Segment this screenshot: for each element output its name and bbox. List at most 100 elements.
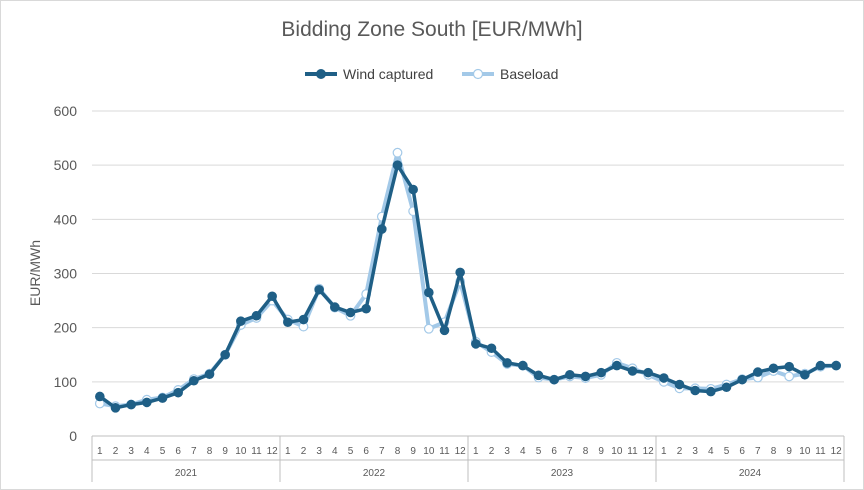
month-tick-label: 11 bbox=[439, 446, 450, 457]
month-tick-label: 10 bbox=[799, 446, 811, 457]
month-tick-label: 4 bbox=[144, 446, 150, 457]
data-point bbox=[706, 386, 716, 397]
month-tick-label: 3 bbox=[692, 446, 698, 457]
month-tick-label: 1 bbox=[285, 446, 291, 457]
month-tick-label: 7 bbox=[755, 446, 761, 457]
year-tick-label: 2023 bbox=[551, 468, 574, 479]
x-axis: 1 2 3 4 5 6 7 8 9 10 11 12 1 2 3 4 5 6 7 8 9 10 11 12 1 2 3 4 5 6 7 8 9 1… bbox=[91, 435, 845, 482]
data-point bbox=[455, 267, 465, 278]
year-tick-label: 2022 bbox=[363, 468, 386, 479]
data-point bbox=[831, 360, 841, 371]
y-tick-label: 300 bbox=[54, 266, 78, 282]
legend-label-baseload: Baseload bbox=[500, 66, 558, 82]
year-tick-label: 2024 bbox=[739, 468, 762, 479]
month-tick-label: 2 bbox=[301, 446, 307, 457]
legend-marker-wind bbox=[316, 69, 326, 79]
month-tick-label: 7 bbox=[191, 446, 197, 457]
data-point bbox=[800, 369, 810, 380]
month-tick-label: 1 bbox=[97, 446, 103, 457]
data-point bbox=[345, 307, 356, 318]
month-tick-label: 9 bbox=[786, 446, 792, 457]
month-tick-label: 11 bbox=[251, 446, 262, 457]
month-tick-label: 5 bbox=[536, 446, 542, 457]
data-point bbox=[392, 147, 403, 158]
gridlines bbox=[92, 110, 844, 383]
month-tick-label: 3 bbox=[504, 446, 510, 457]
data-point bbox=[815, 360, 826, 371]
y-axis-title: EUR/MWh bbox=[27, 240, 43, 306]
data-point bbox=[737, 374, 747, 385]
month-tick-label: 10 bbox=[235, 446, 247, 457]
data-point bbox=[439, 325, 450, 336]
series-lines bbox=[94, 147, 842, 413]
month-tick-label: 12 bbox=[831, 446, 843, 457]
data-point bbox=[298, 314, 309, 325]
month-tick-label: 6 bbox=[551, 446, 557, 457]
month-tick-label: 3 bbox=[316, 446, 322, 457]
data-point bbox=[204, 369, 215, 380]
data-point bbox=[330, 302, 340, 312]
data-point bbox=[659, 373, 669, 383]
month-tick-label: 1 bbox=[473, 446, 479, 457]
month-tick-label: 2 bbox=[489, 446, 495, 457]
y-tick-label: 500 bbox=[54, 157, 78, 173]
month-tick-label: 12 bbox=[455, 446, 467, 457]
data-point bbox=[189, 375, 199, 386]
data-point bbox=[518, 360, 528, 371]
month-tick-label: 5 bbox=[724, 446, 730, 457]
month-tick-label: 10 bbox=[423, 446, 435, 457]
month-tick-label: 1 bbox=[661, 446, 667, 457]
data-point bbox=[580, 371, 591, 382]
y-tick-label: 400 bbox=[54, 211, 78, 227]
month-tick-label: 3 bbox=[128, 446, 134, 457]
data-point bbox=[784, 371, 795, 382]
data-point bbox=[784, 361, 794, 372]
data-point bbox=[95, 391, 105, 402]
data-point bbox=[236, 316, 246, 326]
data-point bbox=[220, 349, 230, 360]
series-wind-captured bbox=[95, 160, 841, 413]
data-point bbox=[283, 317, 293, 328]
month-tick-label: 12 bbox=[643, 446, 655, 457]
data-point bbox=[627, 366, 638, 376]
month-tick-label: 9 bbox=[598, 446, 604, 457]
month-tick-label: 2 bbox=[113, 446, 119, 457]
data-point bbox=[408, 184, 418, 195]
data-point bbox=[471, 339, 481, 349]
y-tick-label: 100 bbox=[54, 374, 78, 390]
month-tick-label: 4 bbox=[708, 446, 714, 457]
month-tick-label: 6 bbox=[175, 446, 181, 457]
data-point bbox=[565, 369, 575, 380]
data-point bbox=[377, 224, 387, 234]
month-tick-label: 8 bbox=[207, 446, 213, 457]
month-tick-label: 11 bbox=[627, 446, 638, 457]
data-point bbox=[596, 367, 606, 378]
data-point bbox=[674, 379, 685, 390]
data-point bbox=[361, 303, 371, 314]
month-tick-label: 4 bbox=[332, 446, 338, 457]
data-point bbox=[126, 399, 136, 410]
month-tick-label: 8 bbox=[395, 446, 401, 457]
y-axis: 0 100 200 300 400 500 600 bbox=[54, 103, 78, 444]
year-tick-label: 2021 bbox=[175, 468, 198, 479]
month-tick-label: 5 bbox=[348, 446, 354, 457]
month-tick-label: 12 bbox=[267, 446, 279, 457]
series-line bbox=[99, 150, 837, 409]
data-point bbox=[392, 160, 403, 170]
data-point bbox=[533, 370, 544, 381]
data-point bbox=[486, 343, 497, 354]
data-point bbox=[314, 284, 324, 295]
data-point bbox=[690, 385, 700, 396]
chart-title: Bidding Zone South [EUR/MWh] bbox=[281, 18, 583, 41]
data-point bbox=[643, 367, 653, 378]
y-tick-label: 0 bbox=[69, 428, 77, 444]
data-point bbox=[142, 397, 152, 408]
legend-label-wind: Wind captured bbox=[343, 66, 433, 82]
y-tick-label: 600 bbox=[54, 103, 78, 119]
data-point bbox=[173, 387, 183, 398]
month-tick-label: 8 bbox=[771, 446, 777, 457]
data-point bbox=[157, 393, 168, 403]
month-tick-label: 7 bbox=[567, 446, 573, 457]
